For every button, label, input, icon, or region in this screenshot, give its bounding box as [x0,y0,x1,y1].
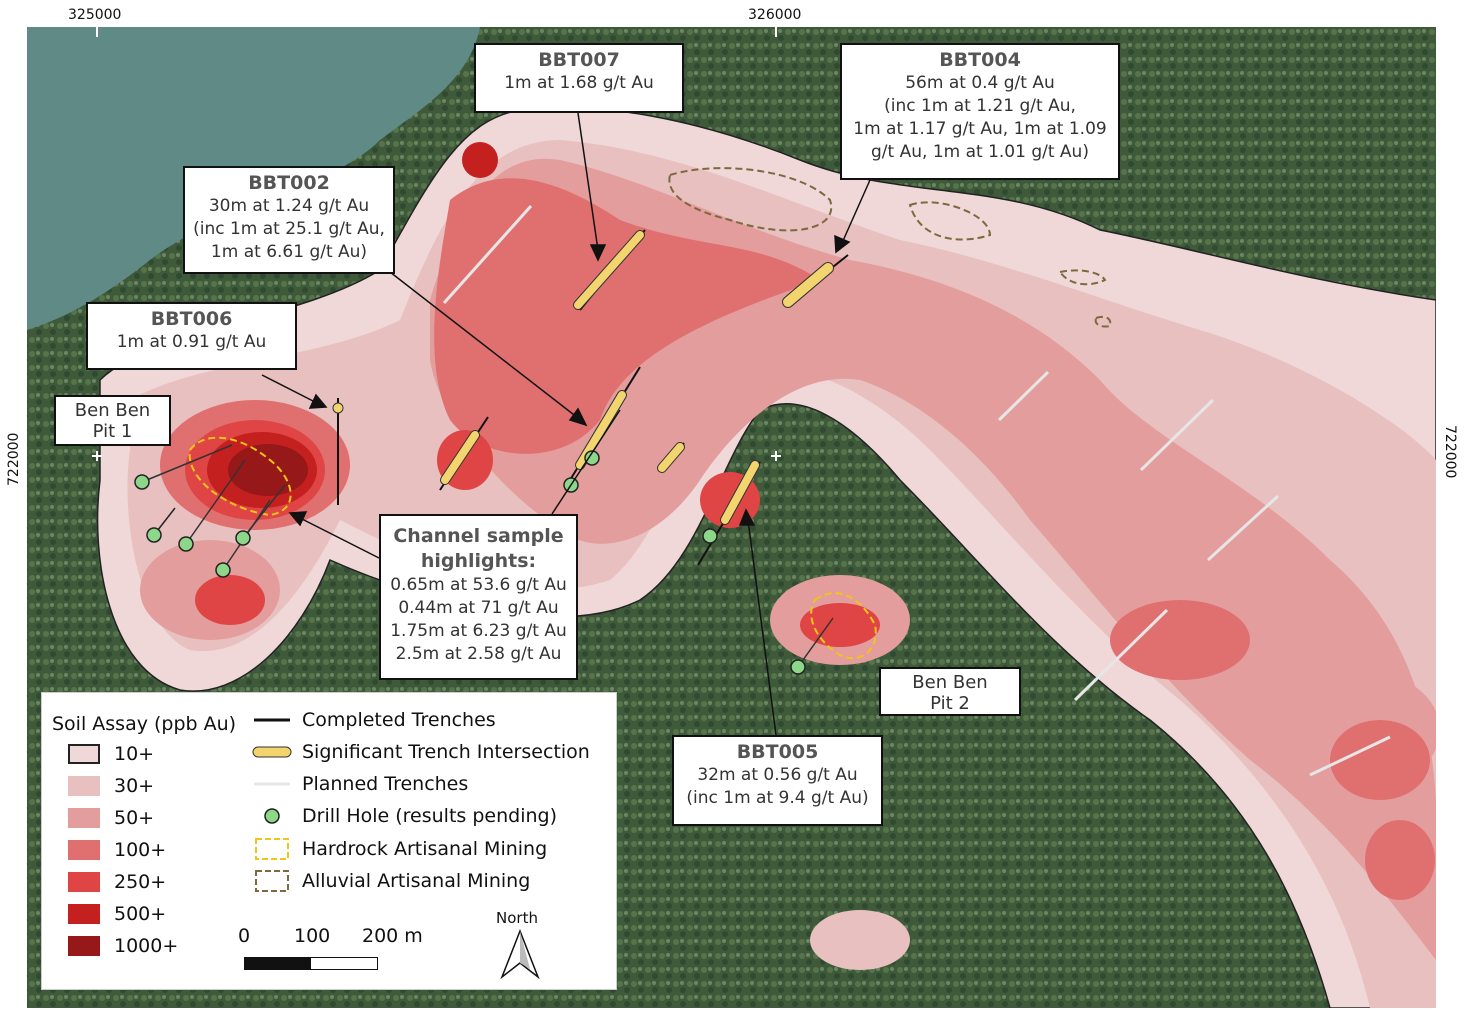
legend-swatch [68,808,100,828]
grid-label-x: 325000 [68,7,122,23]
callout-line: (inc 1m at 25.1 g/t Au, [193,219,385,239]
grid-label-y: 722000 [6,432,22,486]
scale-label: 0 [238,925,251,947]
legend-swatch [68,840,100,860]
grid-label-y: 722000 [1442,425,1458,479]
legend-label: 10+ [114,743,155,765]
yellow-capsule-icon [252,742,292,762]
scale-label: 200 m [362,925,423,947]
black-line-icon [252,710,292,730]
legend-label: Alluvial Artisanal Mining [302,870,531,892]
legend-label: Significant Trench Intersection [302,741,590,763]
legend-soil-item: 100+ [68,839,166,861]
alluvial-mining-areas [668,167,1112,328]
callout-line: 56m at 0.4 g/t Au [905,73,1055,93]
soil-500 [462,142,498,178]
hardrock-mining-areas [188,436,877,660]
callout-line: g/t Au, 1m at 1.01 g/t Au) [871,142,1089,162]
legend-label: Completed Trenches [302,709,496,731]
callout-line: 2.5m at 2.58 g/t Au [395,644,562,664]
legend: Soil Assay (ppb Au) 10+ 30+ 50+ 100+ 250+ 500… [41,692,617,990]
grid-label-x: 326000 [748,7,802,23]
legend-feature-item: Hardrock Artisanal Mining [252,837,547,861]
legend-label: 30+ [114,775,155,797]
callout-bbt005: BBT005 32m at 0.56 g/t Au (inc 1m at 9.4… [672,735,883,826]
legend-feature-item: Planned Trenches [252,773,468,795]
callout-bbt002: BBT002 30m at 1.24 g/t Au (inc 1m at 25.… [183,166,395,274]
legend-soil-item: 1000+ [68,935,178,957]
legend-soil-item: 50+ [68,807,154,829]
legend-feature-item: Alluvial Artisanal Mining [252,869,530,893]
legend-label: 500+ [114,903,167,925]
soil-50 [810,910,910,970]
green-circle-icon [252,806,292,826]
legend-feature-item: Drill Hole (results pending) [252,805,557,827]
callout-channel-samples: Channel sample highlights: 0.65m at 53.6… [379,514,578,680]
legend-soil-item: 30+ [68,775,154,797]
callout-bbt006: BBT006 1m at 0.91 g/t Au [86,302,297,370]
grid-ticks [92,27,781,461]
north-arrow-icon [500,929,540,979]
soil-250 [195,575,265,625]
callout-line: 1m at 6.61 g/t Au) [210,242,368,262]
soil-100 [1365,820,1435,900]
legend-swatch [68,872,100,892]
light-line-icon [252,774,292,794]
callout-line: 1m at 0.91 g/t Au [116,332,267,352]
legend-soil-item: 10+ [68,743,154,765]
callout-title: BBT006 [150,308,233,330]
legend-label: 100+ [114,839,167,861]
legend-label: 1000+ [114,935,179,957]
scale-label: 100 [294,925,331,947]
legend-soil-item: 250+ [68,871,166,893]
legend-swatch [68,904,100,924]
callout-line: 0.44m at 71 g/t Au [398,598,559,618]
legend-label: 250+ [114,871,167,893]
legend-title: Soil Assay (ppb Au) [52,713,237,735]
olive-dashed-box-icon [252,869,292,893]
planned-trenches [442,204,1391,777]
callout-line: (inc 1m at 9.4 g/t Au) [686,788,869,808]
legend-swatch [68,744,100,764]
callout-line: 1m at 1.17 g/t Au, 1m at 1.09 [853,119,1107,139]
legend-soil-item: 500+ [68,903,166,925]
legend-swatch [68,936,100,956]
pit-label-ben-ben-2: Ben Ben Pit 2 [879,667,1021,716]
legend-feature-item: Significant Trench Intersection [252,741,590,763]
north-label: North [496,909,538,927]
soil-50 [430,158,1436,961]
soil-100 [434,178,820,454]
legend-label: Planned Trenches [302,773,469,795]
pit-label-ben-ben-1: Ben Ben Pit 1 [54,395,171,446]
callout-title: Channel sample highlights: [393,525,564,572]
scale-bar [244,957,378,970]
soil-100 [1110,600,1250,680]
callout-line: 32m at 0.56 g/t Au [697,765,858,785]
callout-arrows [261,112,871,736]
soil-1000 [228,444,308,496]
callout-line: 1.75m at 6.23 g/t Au [390,621,567,641]
legend-label: 50+ [114,807,155,829]
legend-label: Drill Hole (results pending) [302,805,557,827]
legend-feature-item: Completed Trenches [252,709,496,731]
callout-bbt004: BBT004 56m at 0.4 g/t Au (inc 1m at 1.21… [840,43,1120,180]
callout-title: BBT005 [736,741,819,763]
callout-title: BBT007 [538,49,620,71]
callout-line: 0.65m at 53.6 g/t Au [390,575,567,595]
callout-line: 30m at 1.24 g/t Au [208,196,370,216]
yellow-dashed-box-icon [252,837,292,861]
callout-title: BBT002 [248,172,330,194]
callout-line: (inc 1m at 1.21 g/t Au, [884,96,1076,116]
callout-title: BBT004 [939,49,1021,71]
callout-line: 1m at 1.68 g/t Au [504,73,654,93]
legend-label: Hardrock Artisanal Mining [302,838,548,860]
callout-bbt007: BBT007 1m at 1.68 g/t Au [474,43,684,113]
drill-holes [134,444,834,675]
soil-100 [1330,720,1430,800]
legend-swatch [68,776,100,796]
